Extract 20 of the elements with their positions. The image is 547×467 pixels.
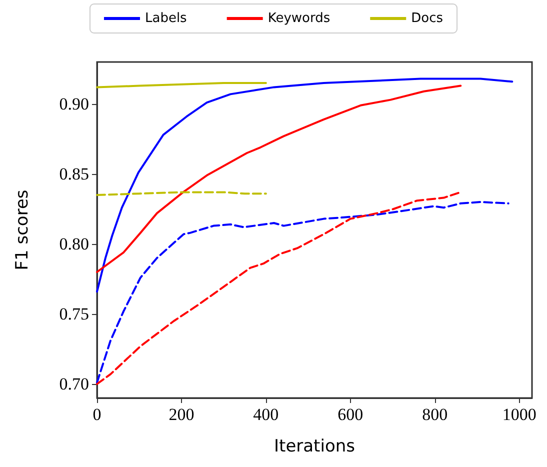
x-tick-label: 200 bbox=[168, 405, 194, 424]
line-series bbox=[96, 78, 514, 293]
line-series bbox=[96, 191, 462, 385]
x-tick-label: 400 bbox=[253, 405, 279, 424]
x-axis-title: Iterations bbox=[274, 436, 356, 456]
line-series bbox=[96, 201, 510, 384]
legend-label: Labels bbox=[144, 11, 188, 26]
legend-label: Keywords bbox=[268, 11, 330, 26]
y-axis-title: F1 scores bbox=[12, 190, 32, 270]
y-tick-label: 0.90 bbox=[59, 94, 89, 114]
y-tick-label: 0.75 bbox=[59, 304, 89, 324]
x-tick-label: 1000 bbox=[502, 405, 536, 424]
x-tick-label: 800 bbox=[422, 405, 448, 424]
x-tick-label: 0 bbox=[92, 405, 102, 424]
legend-label: Docs bbox=[411, 11, 444, 26]
y-tick-label: 0.80 bbox=[59, 234, 89, 254]
x-tick-label: 600 bbox=[338, 405, 364, 424]
line-series bbox=[96, 84, 462, 273]
y-tick-label: 0.70 bbox=[59, 374, 89, 394]
y-tick-label: 0.85 bbox=[59, 164, 89, 184]
